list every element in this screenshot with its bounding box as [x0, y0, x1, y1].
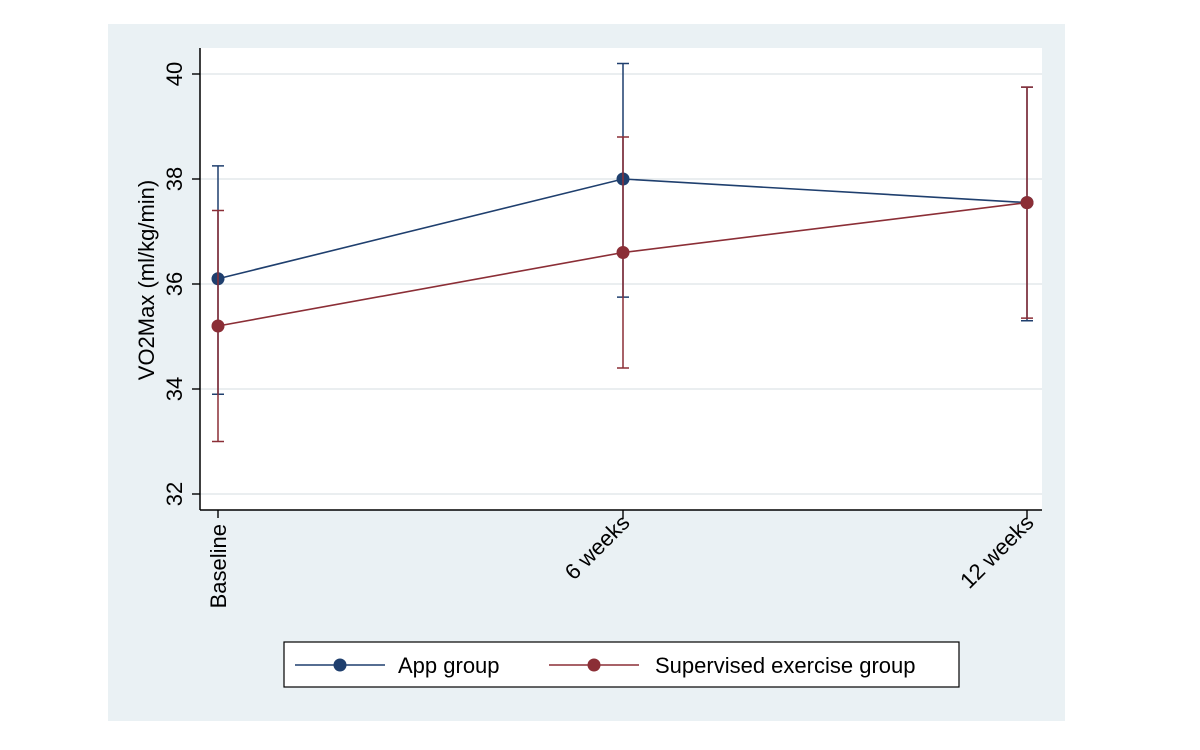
y-tick-label: 36 — [162, 272, 187, 296]
y-tick-label: 40 — [162, 62, 187, 86]
x-tick-label: 12 weeks — [955, 510, 1038, 593]
legend-marker-supervised-exercise-group — [587, 658, 601, 672]
series-supervised-exercise-group — [211, 86, 1034, 443]
axes — [199, 48, 1042, 511]
legend: App group Supervised exercise group — [283, 641, 960, 688]
legend-label-app-group: App group — [398, 653, 500, 678]
data-point — [1020, 196, 1034, 210]
y-tick-label: 32 — [162, 482, 187, 506]
grid-lines — [200, 73, 1042, 495]
y-tick-label: 38 — [162, 167, 187, 191]
x-tick-label: 6 weeks — [560, 510, 635, 585]
chart-figure: 32 34 36 38 40 Baseline 6 weeks 12 weeks VO2Ma… — [108, 24, 1065, 721]
chart-svg: 32 34 36 38 40 Baseline 6 weeks 12 weeks VO2Ma… — [134, 48, 1042, 688]
y-axis-title: VO2Max (ml/kg/min) — [134, 180, 159, 380]
data-point — [211, 319, 225, 333]
series-layer — [211, 62, 1034, 443]
data-point — [616, 246, 630, 259]
x-ticks: Baseline 6 weeks 12 weeks — [206, 510, 1039, 609]
legend-label-supervised-exercise-group: Supervised exercise group — [655, 653, 915, 678]
y-ticks: 32 34 36 38 40 — [162, 62, 200, 506]
legend-marker-app-group — [333, 658, 347, 672]
y-tick-label: 34 — [162, 377, 187, 401]
plot-area — [200, 48, 1042, 510]
x-tick-label: Baseline — [206, 524, 231, 608]
